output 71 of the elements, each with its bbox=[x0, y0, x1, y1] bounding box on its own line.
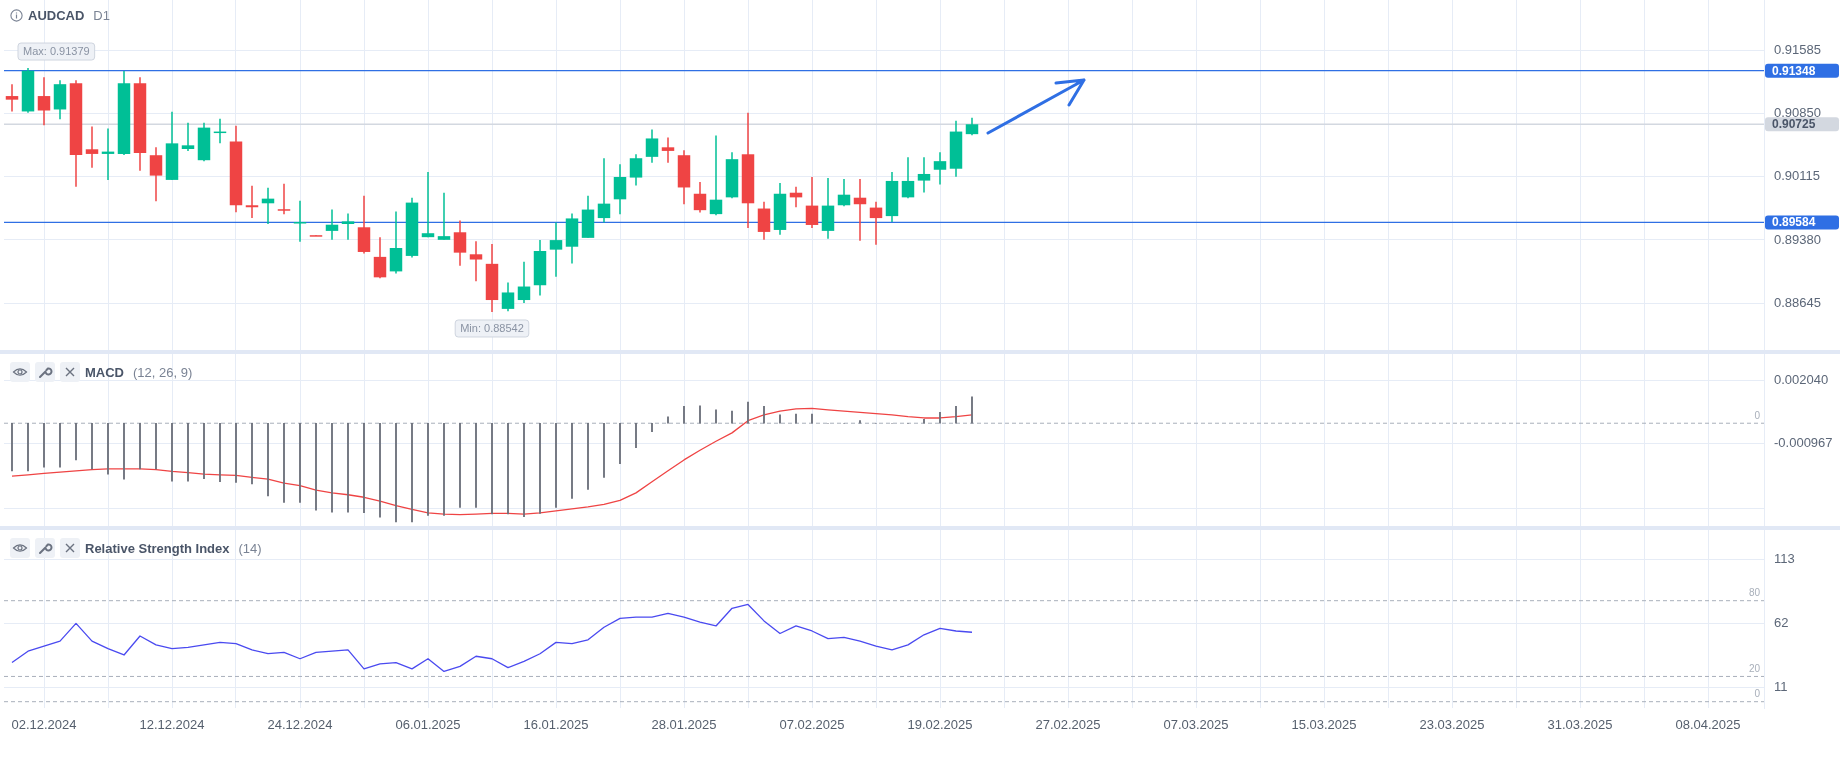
candlestick bbox=[917, 156, 931, 194]
candlestick bbox=[597, 157, 611, 224]
x-tick-label: 27.02.2025 bbox=[1035, 717, 1101, 733]
ref-line-label: 0.89584 bbox=[1772, 215, 1816, 230]
y-tick-label: 0.89380 bbox=[1774, 231, 1821, 247]
x-tick-label: 12.12.2024 bbox=[139, 717, 205, 733]
candlestick bbox=[901, 156, 915, 200]
candlestick bbox=[837, 178, 851, 207]
x-tick-label: 15.03.2025 bbox=[1291, 717, 1357, 733]
x-tick-label: 08.04.2025 bbox=[1675, 717, 1741, 733]
ref-line-label: 20 bbox=[1748, 663, 1761, 675]
candlestick bbox=[869, 200, 883, 246]
ref-line-label: 0 bbox=[1754, 409, 1761, 421]
y-tick-label: 113 bbox=[1774, 550, 1795, 566]
candlestick bbox=[469, 240, 483, 283]
candlestick bbox=[933, 151, 947, 186]
x-tick-label: 31.03.2025 bbox=[1547, 717, 1613, 733]
x-tick-label: 16.01.2025 bbox=[523, 717, 589, 733]
annotation: Min: 0.88542 bbox=[460, 322, 524, 335]
candlestick bbox=[421, 171, 435, 238]
candlestick bbox=[437, 191, 451, 241]
text: (12, 26, 9) bbox=[133, 364, 193, 380]
y-tick-label: 11 bbox=[1774, 679, 1788, 695]
x-tick-label: 24.12.2024 bbox=[267, 717, 333, 733]
candlestick bbox=[85, 125, 99, 169]
x-tick-label: 06.01.2025 bbox=[395, 717, 461, 733]
candlestick bbox=[661, 136, 675, 164]
ref-line-label: 0 bbox=[1754, 688, 1761, 700]
candlestick bbox=[693, 181, 707, 214]
y-tick-label: 0.90115 bbox=[1774, 168, 1821, 184]
y-tick-label: -0.000967 bbox=[1774, 435, 1833, 451]
candlestick bbox=[757, 200, 771, 241]
x-tick-label: 02.12.2024 bbox=[11, 717, 77, 733]
text: Relative Strength Index bbox=[85, 540, 230, 556]
candlestick bbox=[709, 134, 723, 216]
candlestick bbox=[277, 183, 291, 215]
candlestick bbox=[549, 221, 563, 278]
candlestick bbox=[613, 163, 627, 215]
candlestick bbox=[453, 219, 467, 267]
y-tick-label: 0.91585 bbox=[1774, 41, 1821, 57]
x-tick-label: 23.03.2025 bbox=[1419, 717, 1485, 733]
candlestick bbox=[645, 128, 659, 164]
text: MACD bbox=[85, 364, 124, 380]
y-tick-label: 62 bbox=[1774, 615, 1789, 630]
ref-line-label: 0.91348 bbox=[1772, 63, 1816, 78]
x-tick-label: 07.02.2025 bbox=[779, 717, 845, 733]
candlestick bbox=[373, 236, 387, 280]
candlestick bbox=[5, 83, 19, 113]
candlestick bbox=[341, 212, 355, 241]
candlestick bbox=[37, 76, 51, 127]
annotation: Max: 0.91379 bbox=[23, 45, 90, 58]
candlestick bbox=[629, 153, 643, 187]
candlestick bbox=[245, 185, 259, 219]
candlestick bbox=[293, 199, 307, 243]
candlestick bbox=[389, 210, 403, 275]
y-tick-label: 0.88645 bbox=[1774, 294, 1821, 310]
candlestick bbox=[805, 176, 819, 229]
y-tick-label: 0.002040 bbox=[1774, 372, 1829, 388]
x-tick-label: 19.02.2025 bbox=[907, 717, 973, 733]
candlestick bbox=[325, 208, 339, 241]
x-tick-label: 07.03.2025 bbox=[1163, 717, 1229, 733]
x-tick-label: 28.01.2025 bbox=[651, 717, 717, 733]
text: D1 bbox=[93, 8, 110, 23]
candlestick bbox=[501, 281, 515, 312]
candlestick bbox=[181, 121, 195, 152]
text: AUDCAD bbox=[28, 8, 85, 23]
text: (14) bbox=[238, 540, 262, 556]
ref-line-label: 80 bbox=[1748, 587, 1761, 599]
candlestick bbox=[517, 261, 531, 304]
ref-line-label: 0.90725 bbox=[1772, 117, 1816, 132]
candlestick bbox=[149, 146, 163, 203]
